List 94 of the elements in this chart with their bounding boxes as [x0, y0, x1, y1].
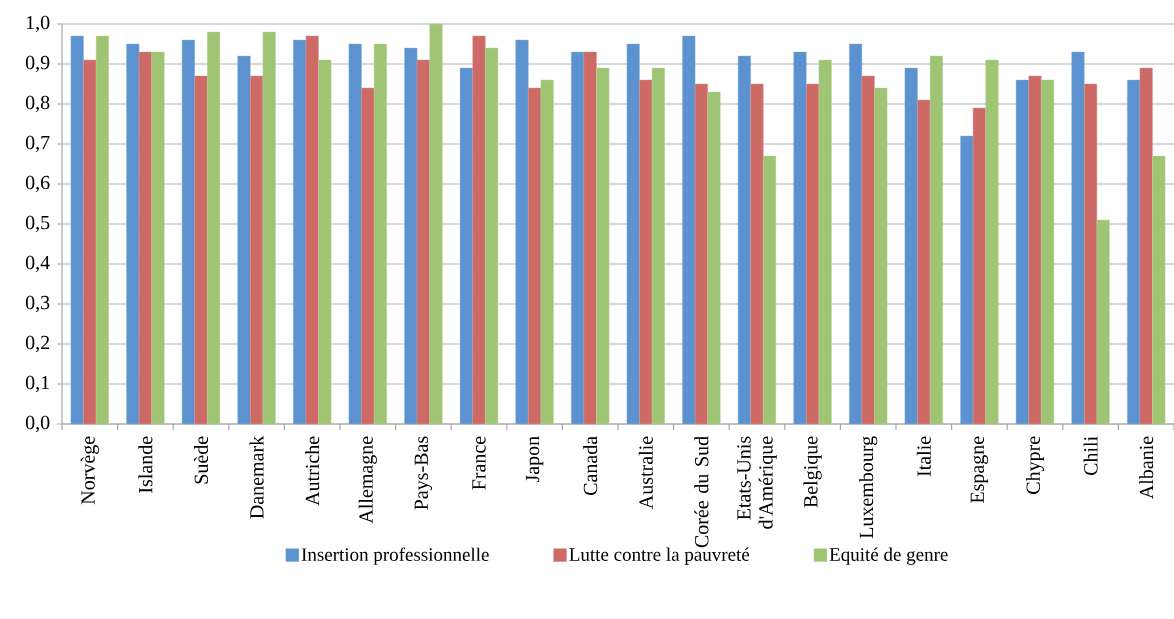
bar [151, 51, 165, 425]
x-tick-label: Japon [525, 436, 544, 483]
bar [571, 51, 585, 425]
bar [793, 51, 807, 425]
bar [694, 83, 708, 425]
bar [540, 79, 554, 425]
bar [126, 43, 140, 425]
x-tick-label: Espagne [970, 436, 989, 504]
bar [207, 31, 221, 425]
bar [874, 87, 888, 425]
x-tick-label: Islande [138, 436, 153, 493]
y-tick-label: 0,9 [25, 55, 50, 73]
bar [237, 55, 251, 425]
bar [651, 67, 665, 425]
bar [305, 35, 319, 425]
y-tick-label: 0,0 [25, 415, 50, 433]
bar [1015, 79, 1029, 425]
bar [1041, 79, 1055, 425]
x-tick-label: Australie [638, 436, 653, 509]
x-tick-label: Allemagne [358, 436, 377, 524]
x-tick-label: Albanie [1139, 436, 1154, 499]
bar [917, 99, 931, 425]
x-tick-label: Corée du Sud [694, 436, 709, 548]
bar [404, 47, 418, 425]
bar [1096, 219, 1110, 425]
bar [95, 35, 109, 425]
x-tick-label: Luxembourg [859, 436, 878, 539]
bar [750, 83, 764, 425]
x-tick-label: Chypre [1025, 436, 1045, 494]
x-tick-label: Pays-Bas [414, 436, 433, 510]
bar [707, 91, 721, 425]
bar [737, 55, 751, 425]
bar [626, 43, 640, 425]
bar [929, 55, 943, 425]
bar [485, 47, 499, 425]
bar [1084, 83, 1098, 425]
y-tick-label: 1,0 [26, 15, 50, 33]
y-tick-label: 0,5 [25, 215, 50, 233]
x-tick-label: Autriche [305, 436, 320, 506]
y-tick-label: 0,6 [25, 175, 50, 193]
x-tick-label: Chili [1083, 436, 1098, 476]
bar [1127, 79, 1141, 425]
y-tick-label: 0,1 [25, 375, 49, 393]
bar [293, 39, 307, 425]
bar [1152, 155, 1166, 425]
x-tick-label: Suède [193, 436, 209, 484]
bar [515, 39, 529, 425]
bar [429, 23, 443, 425]
bar [861, 75, 875, 425]
x-tick-label: Danemark [249, 435, 264, 519]
bar [361, 87, 375, 425]
bar [1071, 51, 1085, 425]
bar [472, 35, 486, 425]
legend-label: Lutte contre la pauvreté [569, 547, 750, 565]
bar [972, 107, 986, 425]
bar [70, 35, 84, 425]
x-tick-label: Norvège [80, 436, 99, 505]
bar [262, 31, 276, 425]
bar [250, 75, 264, 425]
legend-label: Insertion professionnelle [301, 547, 489, 565]
bar [373, 43, 387, 425]
y-tick-label: 0,7 [25, 135, 50, 153]
y-tick-label: 0,8 [25, 95, 50, 113]
bar [818, 59, 832, 425]
bar [348, 43, 362, 425]
bar [1028, 75, 1042, 425]
y-tick-label: 0,3 [25, 295, 50, 313]
bar [639, 79, 653, 425]
bar [960, 135, 974, 425]
bar [763, 155, 777, 425]
x-tick-label: Canada [583, 436, 598, 496]
x-tick-label: France [472, 436, 486, 490]
x-tick-label: Belgique [803, 436, 822, 508]
bar [138, 51, 152, 425]
bar [849, 43, 863, 425]
legend-label: Equité de genre [829, 547, 948, 565]
bar [1139, 67, 1153, 425]
bar [459, 67, 473, 425]
bar [194, 75, 208, 425]
bar [318, 59, 332, 425]
bar [181, 39, 195, 425]
x-tick-label: Etats-Unis d'Amérique [737, 436, 777, 529]
bar [528, 87, 542, 425]
bar [682, 35, 696, 425]
bar [904, 67, 918, 425]
bar [985, 59, 999, 425]
bar [416, 59, 430, 425]
y-tick-label: 0,2 [25, 335, 50, 353]
y-tick-label: 0,4 [25, 255, 50, 273]
bar [806, 83, 820, 425]
bar [583, 51, 597, 425]
bar [83, 59, 97, 425]
bar [596, 67, 610, 425]
x-tick-label: Italie [916, 436, 931, 477]
